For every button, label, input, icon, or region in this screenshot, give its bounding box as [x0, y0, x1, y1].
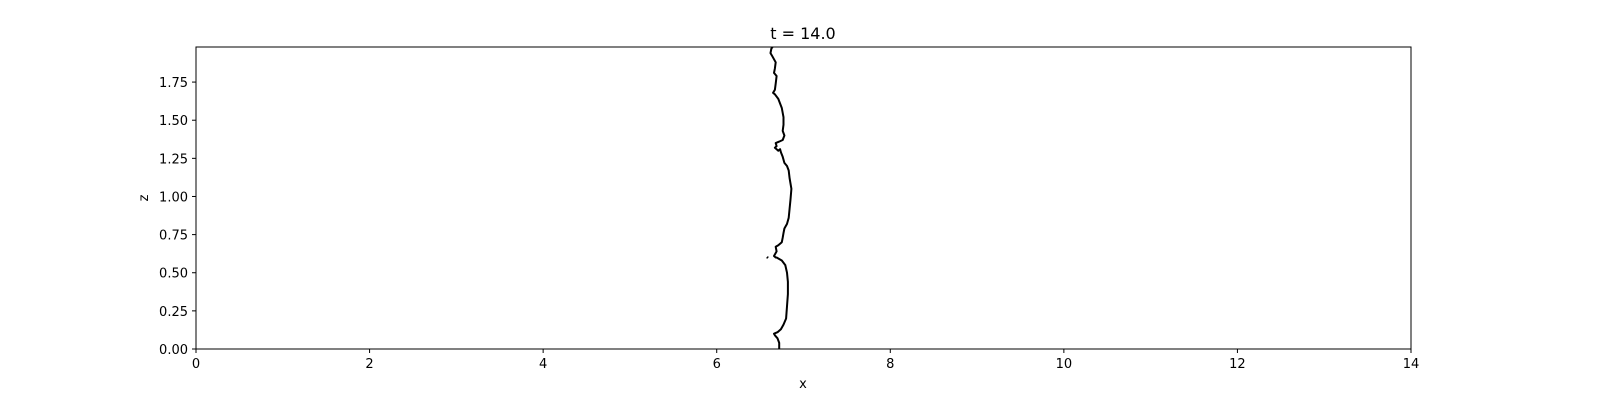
x-tick-label: 6 [713, 357, 721, 372]
y-axis-ticks: 0.00 0.25 0.50 0.75 1.00 1.25 1.50 1.75 [159, 76, 196, 358]
x-tick-label: 12 [1229, 357, 1246, 372]
y-tick-label: 0.25 [159, 305, 188, 320]
x-tick-label: 10 [1056, 357, 1073, 372]
y-tick-label: 1.25 [159, 152, 188, 167]
y-tick-label: 1.75 [159, 76, 188, 91]
interface-contour-line [769, 47, 793, 349]
y-axis-label: z [137, 194, 152, 201]
y-tick-label: 0.00 [159, 343, 188, 358]
x-tick-label: 8 [886, 357, 894, 372]
y-tick-label: 0.50 [159, 267, 188, 282]
y-tick-label: 1.50 [159, 114, 188, 129]
x-tick-label: 4 [539, 357, 547, 372]
plot-frame [195, 46, 1412, 350]
x-tick-label: 14 [1403, 357, 1420, 372]
contour-fragment [766, 256, 769, 259]
x-axis-ticks: 0 2 4 6 8 10 12 14 [192, 349, 1419, 372]
y-tick-label: 0.75 [159, 229, 188, 244]
x-tick-label: 2 [365, 357, 373, 372]
x-axis-label: x [799, 377, 807, 392]
series-layer [766, 47, 793, 349]
x-tick-label: 0 [192, 357, 200, 372]
y-tick-label: 1.00 [159, 190, 188, 205]
plot-area [195, 46, 1412, 350]
chart-title: t = 14.0 [770, 24, 835, 43]
